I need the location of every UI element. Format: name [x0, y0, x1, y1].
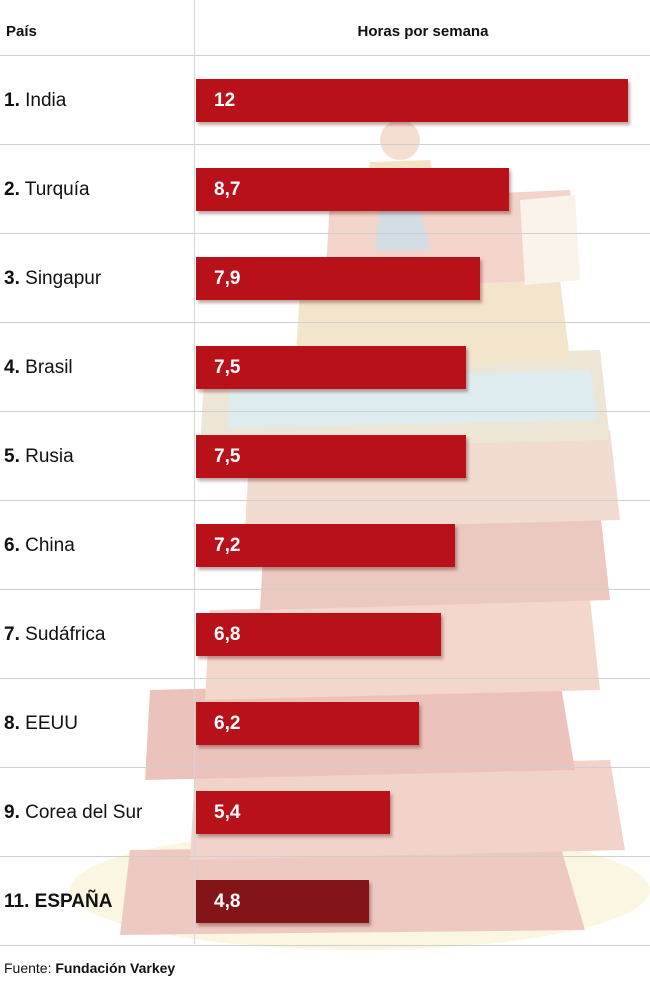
source-note: Fuente: Fundación Varkey [4, 960, 175, 976]
country-name: Sudáfrica [25, 624, 106, 645]
row-divider [0, 767, 650, 768]
table-row: 1. India 12 [0, 56, 650, 145]
country-name: Brasil [25, 357, 73, 378]
table-row: 6. China 7,2 [0, 501, 650, 590]
row-divider [0, 856, 650, 857]
data-label: 7,5 [214, 446, 241, 467]
row-divider [0, 144, 650, 145]
country-name: China [25, 535, 75, 556]
country-name: EEUU [25, 713, 78, 734]
bar [196, 880, 369, 923]
row-divider [0, 589, 650, 590]
bar [196, 791, 390, 834]
table-row: 9. Corea del Sur 5,4 [0, 768, 650, 857]
country-name: ESPAÑA [34, 891, 113, 912]
source-name: Fundación Varkey [55, 960, 176, 976]
bar [196, 79, 628, 122]
rank-label: 1. [4, 90, 20, 111]
country-name: Turquía [24, 179, 90, 200]
country-name: Rusia [25, 446, 74, 467]
rank-label: 7. [4, 624, 20, 645]
rank-label: 4. [4, 357, 20, 378]
data-label: 5,4 [214, 802, 241, 823]
country-label: 9. Corea del Sur [4, 768, 142, 857]
country-label: 6. China [4, 501, 75, 590]
row-divider [0, 945, 650, 946]
data-label: 6,2 [214, 713, 241, 734]
table-row: 3. Singapur 7,9 [0, 234, 650, 323]
rank-label: 5. [4, 446, 20, 467]
row-divider [0, 322, 650, 323]
country-name: India [25, 90, 67, 111]
country-label: 11. ESPAÑA [4, 857, 112, 946]
row-divider [0, 55, 650, 56]
column-header-hours: Horas por semana [357, 23, 489, 40]
country-label: 2. Turquía [4, 145, 90, 234]
rank-label: 9. [4, 802, 20, 823]
data-label: 7,5 [214, 357, 241, 378]
bar [196, 257, 480, 300]
rank-label: 11. [4, 891, 30, 912]
rank-label: 2. [4, 179, 20, 200]
bar [196, 435, 466, 478]
country-name: Singapur [25, 268, 102, 289]
bar [196, 346, 466, 389]
data-label: 4,8 [214, 891, 241, 912]
data-label: 7,9 [214, 268, 241, 289]
data-label: 7,2 [214, 535, 241, 556]
row-divider [0, 678, 650, 679]
data-label: 8,7 [214, 179, 241, 200]
table-row: 7. Sudáfrica 6,8 [0, 590, 650, 679]
country-label: 5. Rusia [4, 412, 74, 501]
bar [196, 702, 419, 745]
data-label: 12 [214, 90, 236, 111]
row-divider [0, 500, 650, 501]
bar [196, 613, 441, 656]
bar [196, 524, 455, 567]
column-divider [194, 0, 195, 944]
country-name: Corea del Sur [25, 802, 143, 823]
table-row: 4. Brasil 7,5 [0, 323, 650, 412]
country-label: 8. EEUU [4, 679, 78, 768]
country-label: 3. Singapur [4, 234, 101, 323]
table-row: 5. Rusia 7,5 [0, 412, 650, 501]
country-label: 4. Brasil [4, 323, 73, 412]
rank-label: 3. [4, 268, 20, 289]
data-label: 6,8 [214, 624, 241, 645]
column-header-country: País [6, 23, 37, 40]
table-row: 2. Turquía 8,7 [0, 145, 650, 234]
country-label: 7. Sudáfrica [4, 590, 105, 679]
table-row: 11. ESPAÑA 4,8 [0, 857, 650, 946]
rank-label: 6. [4, 535, 20, 556]
table-row: 8. EEUU 6,2 [0, 679, 650, 768]
row-divider [0, 233, 650, 234]
row-divider [0, 411, 650, 412]
rank-label: 8. [4, 713, 20, 734]
country-label: 1. India [4, 56, 66, 145]
source-prefix: Fuente: [4, 960, 52, 976]
bar [196, 168, 509, 211]
